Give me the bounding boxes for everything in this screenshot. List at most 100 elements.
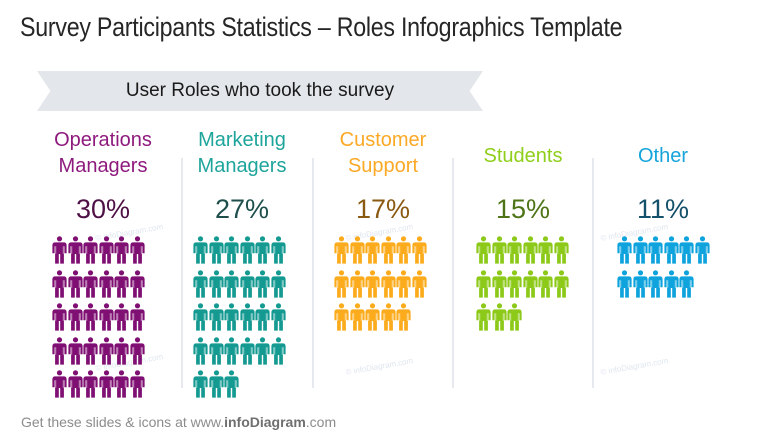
role-column-other: Other 11% (598, 125, 728, 225)
person-icon (239, 336, 256, 371)
person-icon (491, 303, 508, 337)
person-icon (334, 236, 350, 270)
role-column-marketing-managers: Marketing Managers 27% (177, 125, 307, 225)
person-icon (476, 269, 492, 304)
person-icon (270, 269, 287, 304)
person-icon (83, 303, 99, 337)
person-icon (67, 269, 84, 304)
watermark: © infoDiagram.com (599, 356, 669, 377)
person-icon-grid (193, 236, 286, 404)
person-icon (411, 236, 428, 270)
role-percent: 17% (355, 194, 411, 224)
person-icon (83, 269, 99, 304)
person-icon (114, 236, 130, 270)
person-icon (476, 303, 492, 337)
role-column-operations-managers: Operations Managers 30% (38, 125, 168, 225)
person-icon (208, 336, 225, 371)
role-percent: 30% (75, 194, 131, 224)
person-icon (129, 336, 146, 371)
person-icon (114, 269, 130, 304)
person-icon (617, 269, 633, 304)
person-icon (617, 236, 633, 270)
person-icon (270, 303, 287, 337)
person-icon (98, 336, 115, 371)
person-icon (193, 303, 209, 337)
person-icon (380, 269, 397, 304)
person-icon (224, 269, 240, 304)
person-icon (224, 336, 240, 371)
role-label-line1: Other (637, 145, 689, 167)
person-icon (632, 236, 649, 270)
role-column-students: Students 15% (458, 125, 588, 225)
person-icon (83, 370, 99, 404)
role-label: Operations Managers (38, 125, 168, 181)
person-icon (255, 269, 271, 304)
person-icon (396, 269, 412, 304)
person-icon (129, 269, 146, 304)
person-icon (52, 303, 68, 337)
person-icon (129, 236, 146, 270)
person-icon (67, 370, 84, 404)
divider (181, 158, 183, 388)
person-icon-grid (617, 236, 710, 303)
person-icon (349, 236, 366, 270)
banner-ribbon (37, 71, 483, 111)
role-column-customer-support: Customer Support 17% (318, 125, 448, 225)
person-icon (224, 303, 240, 337)
person-icon (67, 236, 84, 270)
person-icon (270, 236, 287, 270)
person-icon (255, 336, 271, 371)
person-icon (334, 303, 350, 337)
person-icon-grid (476, 236, 569, 337)
person-icon (114, 370, 130, 404)
role-label-line1: Students (483, 145, 563, 167)
footer-brand: infoDiagram (224, 414, 306, 430)
watermark: © infoDiagram.com (344, 356, 414, 377)
person-icon (98, 370, 115, 404)
person-icon (491, 236, 508, 270)
person-icon (663, 269, 680, 304)
person-icon (476, 236, 492, 270)
person-icon (648, 269, 664, 304)
role-label: Other (598, 125, 728, 169)
person-icon (255, 236, 271, 270)
person-icon (98, 303, 115, 337)
person-icon (129, 303, 146, 337)
person-icon (507, 303, 523, 337)
person-icon (52, 336, 68, 371)
divider (452, 158, 454, 388)
person-icon (224, 236, 240, 270)
role-label-line1: Marketing (198, 129, 286, 151)
role-label: Students (458, 125, 588, 169)
person-icon (208, 370, 225, 404)
person-icon (365, 269, 381, 304)
person-icon (365, 303, 381, 337)
person-icon (98, 236, 115, 270)
person-icon (193, 269, 209, 304)
person-icon (224, 370, 240, 404)
person-icon (114, 336, 130, 371)
footer-suffix: .com (305, 414, 337, 430)
footer-prefix: Get these slides & icons at www. (21, 414, 225, 430)
role-percent: 27% (214, 194, 270, 224)
person-icon (193, 370, 209, 404)
person-icon (538, 269, 554, 304)
role-label-line2: Support (347, 155, 419, 177)
person-icon (52, 370, 68, 404)
person-icon (98, 269, 115, 304)
role-label-line2: Managers (58, 155, 148, 177)
person-icon (522, 236, 539, 270)
person-icon (553, 269, 570, 304)
person-icon (522, 269, 539, 304)
person-icon (380, 303, 397, 337)
person-icon (507, 269, 523, 304)
footer-credit: Get these slides & icons at www.infoDiag… (21, 414, 336, 430)
role-label: Customer Support (318, 125, 448, 181)
person-icon (129, 370, 146, 404)
person-icon (239, 269, 256, 304)
person-icon (396, 303, 412, 337)
person-icon (83, 236, 99, 270)
role-label-line1: Customer (339, 129, 427, 151)
person-icon (679, 269, 695, 304)
person-icon (648, 236, 664, 270)
